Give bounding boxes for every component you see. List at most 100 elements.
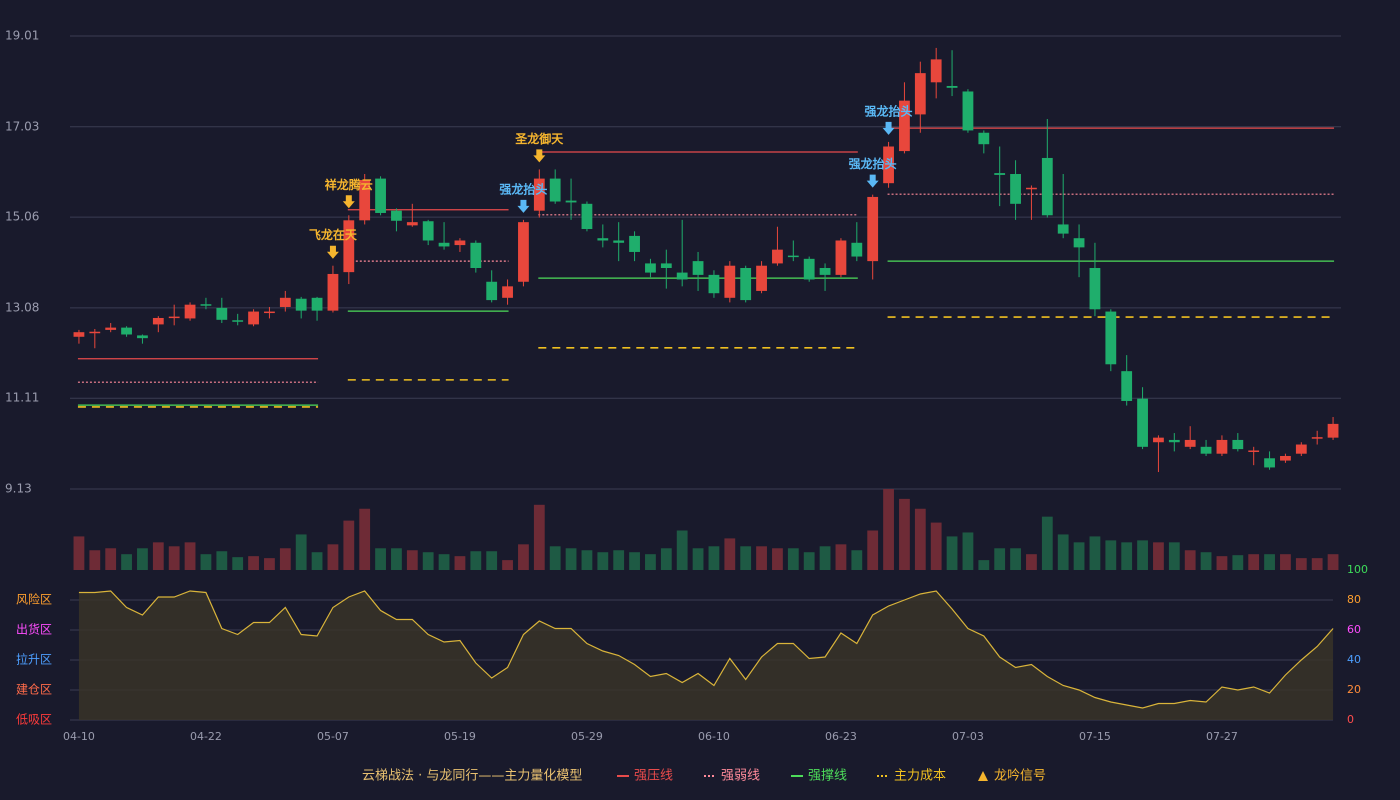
volume-bar xyxy=(1137,540,1148,570)
x-tick-label: 04-10 xyxy=(63,730,95,743)
volume-bar xyxy=(375,548,386,570)
volume-bar xyxy=(359,508,371,570)
candle-body xyxy=(438,242,450,247)
volume-bar xyxy=(232,557,244,570)
volume-bar xyxy=(740,546,752,570)
candle-body xyxy=(248,311,259,325)
volume-bar xyxy=(1041,516,1053,570)
candle-body xyxy=(708,274,720,294)
signal-label: 祥龙腾云 xyxy=(325,177,373,192)
volume-bar xyxy=(1184,550,1196,570)
x-tick-label: 05-19 xyxy=(444,730,476,743)
candle-body xyxy=(772,249,783,264)
y-tick-label: 17.03 xyxy=(5,119,39,133)
candle-body xyxy=(867,196,879,262)
candle-body xyxy=(1121,371,1133,401)
candle-body xyxy=(1073,238,1085,248)
y2-tick-label: 40 xyxy=(1347,653,1361,666)
volume-bar xyxy=(914,508,926,570)
signal-label: 强龙抬头 xyxy=(865,103,913,118)
volume-bar xyxy=(1057,534,1069,570)
volume-bar xyxy=(835,544,847,570)
volume-bar xyxy=(930,522,942,570)
volume-bar xyxy=(565,548,577,570)
candle-body xyxy=(1232,439,1244,450)
volume-bar xyxy=(454,556,466,570)
candle-body xyxy=(486,281,498,301)
candle-body xyxy=(629,235,640,252)
candle-body xyxy=(343,220,355,273)
volume-bar xyxy=(168,546,180,570)
volume-bar xyxy=(152,542,164,570)
y-tick-label: 15.06 xyxy=(5,210,39,224)
candle-body xyxy=(422,221,434,241)
volume-bar xyxy=(105,548,117,570)
candle-body xyxy=(454,240,466,246)
candle-body xyxy=(549,178,561,202)
volume-bar xyxy=(1089,536,1101,570)
volume-bar xyxy=(645,554,656,570)
x-tick-label: 07-15 xyxy=(1079,730,1111,743)
y2-tick-label: 0 xyxy=(1347,713,1354,726)
candle-body xyxy=(502,286,513,298)
candle-body xyxy=(121,327,132,335)
volume-bar xyxy=(597,552,609,570)
signal-arrow xyxy=(342,195,355,209)
volume-bar xyxy=(73,536,85,570)
legend-label: 强压线 xyxy=(634,769,673,784)
y-tick-label: 11.11 xyxy=(5,391,39,405)
volume-bar xyxy=(533,504,545,570)
zone-label: 风险区 xyxy=(16,592,52,607)
candle-body xyxy=(1041,157,1053,216)
volume-bar xyxy=(613,550,625,570)
volume-bar xyxy=(946,536,958,570)
volume-bar xyxy=(1216,556,1228,570)
signal-arrow xyxy=(326,245,339,259)
legend-swatch xyxy=(978,771,988,781)
candle-body xyxy=(1264,458,1275,468)
x-tick-label: 07-03 xyxy=(952,730,984,743)
volume-bar xyxy=(962,532,974,570)
candle-body xyxy=(613,240,625,243)
volume-bar xyxy=(549,546,561,570)
candle-body xyxy=(232,320,244,322)
volume-bar xyxy=(1010,548,1021,570)
volume-bar xyxy=(470,551,482,570)
candle-body xyxy=(105,327,117,330)
volume-bar xyxy=(406,550,418,570)
candle-body xyxy=(1089,268,1101,310)
y-tick-label: 19.01 xyxy=(5,29,39,43)
candle-body xyxy=(1200,446,1212,454)
candle-body xyxy=(406,222,418,226)
volume-bar xyxy=(486,551,498,570)
candle-body xyxy=(1216,439,1228,454)
candle-body xyxy=(279,297,291,307)
y2-tick-label: 100 xyxy=(1347,563,1368,576)
candle-body xyxy=(264,311,275,314)
volume-bar xyxy=(248,556,259,570)
zone-label: 低吸区 xyxy=(16,713,52,727)
candle-body xyxy=(645,263,656,273)
candle-body xyxy=(200,304,212,306)
signal-label: 强龙抬头 xyxy=(499,181,547,196)
candle-body xyxy=(692,261,704,275)
candle-body xyxy=(962,91,974,131)
volume-bar xyxy=(1280,554,1291,570)
y2-tick-label: 20 xyxy=(1347,683,1361,696)
legend-title: 云梯战法 · 与龙同行——主力量化模型 xyxy=(362,769,582,784)
legend-label: 强撑线 xyxy=(808,769,847,784)
candle-body xyxy=(295,298,307,311)
volume-bar xyxy=(1311,558,1323,570)
candle-body xyxy=(1105,311,1117,365)
x-tick-label: 05-07 xyxy=(317,730,349,743)
volume-bar xyxy=(803,552,815,570)
candle-body xyxy=(1137,398,1148,447)
candle-body xyxy=(994,173,1006,175)
volume-bar xyxy=(978,560,990,570)
candle-body xyxy=(533,178,545,211)
candle-body xyxy=(375,178,386,213)
volume-bar xyxy=(121,554,132,570)
candle-body xyxy=(391,210,402,221)
volume-bar xyxy=(1026,554,1037,570)
